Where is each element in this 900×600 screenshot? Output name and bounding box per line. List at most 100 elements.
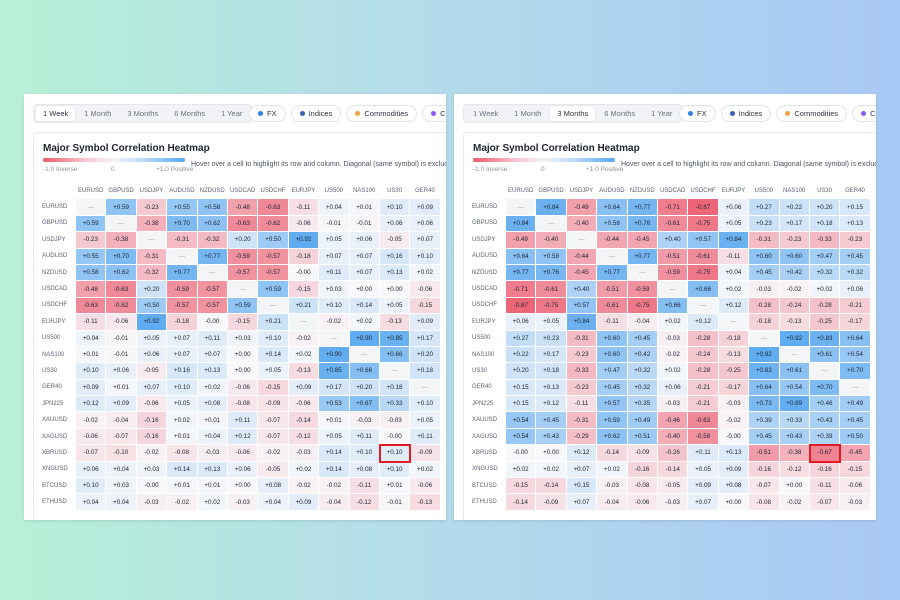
- heatmap-cell[interactable]: -0.18: [167, 314, 198, 331]
- heatmap-cell[interactable]: —: [106, 215, 137, 233]
- heatmap-cell[interactable]: +0.05: [379, 297, 411, 315]
- heatmap-cell[interactable]: +0.45: [536, 412, 567, 429]
- heatmap-cell[interactable]: -0.03: [379, 412, 411, 429]
- heatmap-cell[interactable]: -0.63: [76, 297, 107, 315]
- heatmap-cell[interactable]: -0.61: [688, 248, 719, 265]
- tab-1-year[interactable]: 1 Year: [221, 109, 243, 118]
- heatmap-cell[interactable]: +0.27: [506, 330, 537, 347]
- heatmap-cell[interactable]: -0.16: [136, 412, 168, 429]
- heatmap-cell[interactable]: +0.58: [197, 199, 228, 216]
- heatmap-cell[interactable]: —: [809, 363, 841, 380]
- heatmap-cell[interactable]: -0.58: [688, 428, 719, 446]
- heatmap-cell[interactable]: —: [258, 297, 289, 315]
- heatmap-cell[interactable]: -0.45: [566, 264, 598, 282]
- heatmap-cell[interactable]: -0.15: [227, 314, 259, 331]
- heatmap-cell[interactable]: +0.77: [197, 248, 228, 265]
- heatmap-cell[interactable]: +0.77: [597, 264, 628, 282]
- heatmap-cell[interactable]: +0.02: [536, 461, 567, 479]
- heatmap-cell[interactable]: -0.48: [76, 281, 107, 298]
- heatmap-cell[interactable]: +0.64: [597, 199, 628, 216]
- heatmap-cell[interactable]: -0.75: [688, 215, 719, 233]
- heatmap-cell[interactable]: +0.05: [319, 232, 350, 249]
- heatmap-cell[interactable]: -0.06: [227, 379, 259, 397]
- heatmap-cell[interactable]: +0.05: [258, 363, 289, 380]
- heatmap-cell[interactable]: +0.10: [167, 379, 198, 397]
- heatmap-cell[interactable]: +0.09: [288, 379, 320, 397]
- heatmap-cell[interactable]: -0.03: [657, 494, 689, 511]
- heatmap-cell[interactable]: +0.10: [349, 445, 380, 462]
- heatmap-cell[interactable]: +0.85: [319, 363, 350, 380]
- heatmap-cell[interactable]: —: [779, 346, 810, 364]
- heatmap-cell[interactable]: +0.83: [749, 363, 780, 380]
- heatmap-cell[interactable]: +0.43: [779, 428, 810, 446]
- heatmap-cell[interactable]: -0.61: [597, 297, 628, 315]
- heatmap-cell[interactable]: +0.64: [506, 248, 537, 265]
- heatmap-cell[interactable]: -0.02: [657, 346, 689, 364]
- heatmap-cell[interactable]: -0.02: [288, 478, 320, 495]
- heatmap-cell[interactable]: +0.20: [506, 363, 537, 380]
- heatmap-cell[interactable]: +0.47: [597, 363, 628, 380]
- heatmap-cell[interactable]: +0.00: [379, 281, 411, 298]
- heatmap-cell[interactable]: +0.55: [76, 248, 107, 265]
- heatmap-cell[interactable]: +0.01: [319, 412, 350, 429]
- heatmap-cell[interactable]: +0.84: [506, 215, 537, 233]
- heatmap-cell[interactable]: -0.51: [749, 445, 780, 462]
- heatmap-cell[interactable]: +0.66: [688, 281, 719, 298]
- heatmap-cell[interactable]: -0.28: [809, 297, 841, 315]
- heatmap-cell[interactable]: +0.92: [136, 314, 168, 331]
- heatmap-cell[interactable]: +0.11: [319, 264, 350, 282]
- heatmap-cell[interactable]: -0.09: [536, 494, 567, 511]
- heatmap-cell[interactable]: +0.70: [106, 248, 137, 265]
- heatmap-cell[interactable]: -0.00: [379, 428, 411, 446]
- heatmap-cell[interactable]: +0.08: [258, 478, 289, 495]
- heatmap-cell[interactable]: -0.14: [657, 461, 689, 479]
- heatmap-cell[interactable]: +0.06: [657, 379, 689, 397]
- heatmap-cell[interactable]: +0.58: [597, 215, 628, 233]
- heatmap-cell[interactable]: -0.02: [136, 445, 168, 462]
- heatmap-cell[interactable]: +0.18: [410, 363, 441, 380]
- heatmap-cell[interactable]: +0.70: [167, 215, 198, 233]
- heatmap-cell[interactable]: -0.38: [779, 445, 810, 462]
- heatmap-cell[interactable]: -0.75: [688, 264, 719, 282]
- heatmap-cell[interactable]: +0.15: [840, 199, 871, 216]
- heatmap-cell[interactable]: +0.07: [197, 346, 228, 364]
- heatmap-cell[interactable]: +0.89: [779, 396, 810, 413]
- heatmap-cell[interactable]: +0.45: [840, 248, 871, 265]
- heatmap-cell[interactable]: +0.02: [197, 379, 228, 397]
- heatmap-cell[interactable]: +0.01: [76, 346, 107, 364]
- heatmap-cell[interactable]: —: [536, 215, 567, 233]
- heatmap-cell[interactable]: +0.09: [106, 396, 137, 413]
- heatmap-cell[interactable]: +0.84: [536, 199, 567, 216]
- heatmap-cell[interactable]: -0.24: [779, 297, 810, 315]
- heatmap-cell[interactable]: -0.23: [76, 232, 107, 249]
- heatmap-cell[interactable]: -0.59: [627, 281, 658, 298]
- heatmap-cell[interactable]: -0.04: [106, 412, 137, 429]
- heatmap-cell[interactable]: —: [627, 264, 658, 282]
- heatmap-cell[interactable]: +0.01: [349, 199, 380, 216]
- heatmap-cell[interactable]: -0.14: [536, 478, 567, 495]
- heatmap-cell[interactable]: -0.14: [288, 412, 320, 429]
- heatmap-cell[interactable]: -0.45: [840, 445, 871, 462]
- heatmap-cell[interactable]: +0.09: [410, 314, 441, 331]
- heatmap-cell[interactable]: +0.62: [106, 264, 137, 282]
- heatmap-cell[interactable]: +0.42: [627, 346, 658, 364]
- heatmap-cell[interactable]: -0.57: [167, 297, 198, 315]
- heatmap-cell[interactable]: -0.48: [227, 199, 259, 216]
- heatmap-cell[interactable]: +0.11: [197, 330, 228, 347]
- heatmap-cell[interactable]: +0.14: [319, 445, 350, 462]
- heatmap-cell[interactable]: -0.02: [779, 281, 810, 298]
- heatmap-cell[interactable]: +0.77: [506, 264, 537, 282]
- heatmap-cell[interactable]: +0.21: [258, 314, 289, 331]
- heatmap-cell[interactable]: -0.15: [258, 379, 289, 397]
- heatmap-cell[interactable]: +0.09: [718, 461, 750, 479]
- heatmap-cell[interactable]: +0.90: [319, 346, 350, 364]
- heatmap-cell[interactable]: -0.05: [657, 478, 689, 495]
- heatmap-cell[interactable]: +0.47: [809, 248, 841, 265]
- heatmap-cell[interactable]: +0.57: [566, 297, 598, 315]
- heatmap-cell[interactable]: -0.21: [688, 379, 719, 397]
- heatmap-cell[interactable]: +0.04: [197, 428, 228, 446]
- heatmap-cell[interactable]: -0.08: [227, 396, 259, 413]
- heatmap-cell[interactable]: +0.15: [506, 379, 537, 397]
- tab-1-year[interactable]: 1 Year: [651, 109, 673, 118]
- heatmap-cell[interactable]: +0.06: [76, 461, 107, 479]
